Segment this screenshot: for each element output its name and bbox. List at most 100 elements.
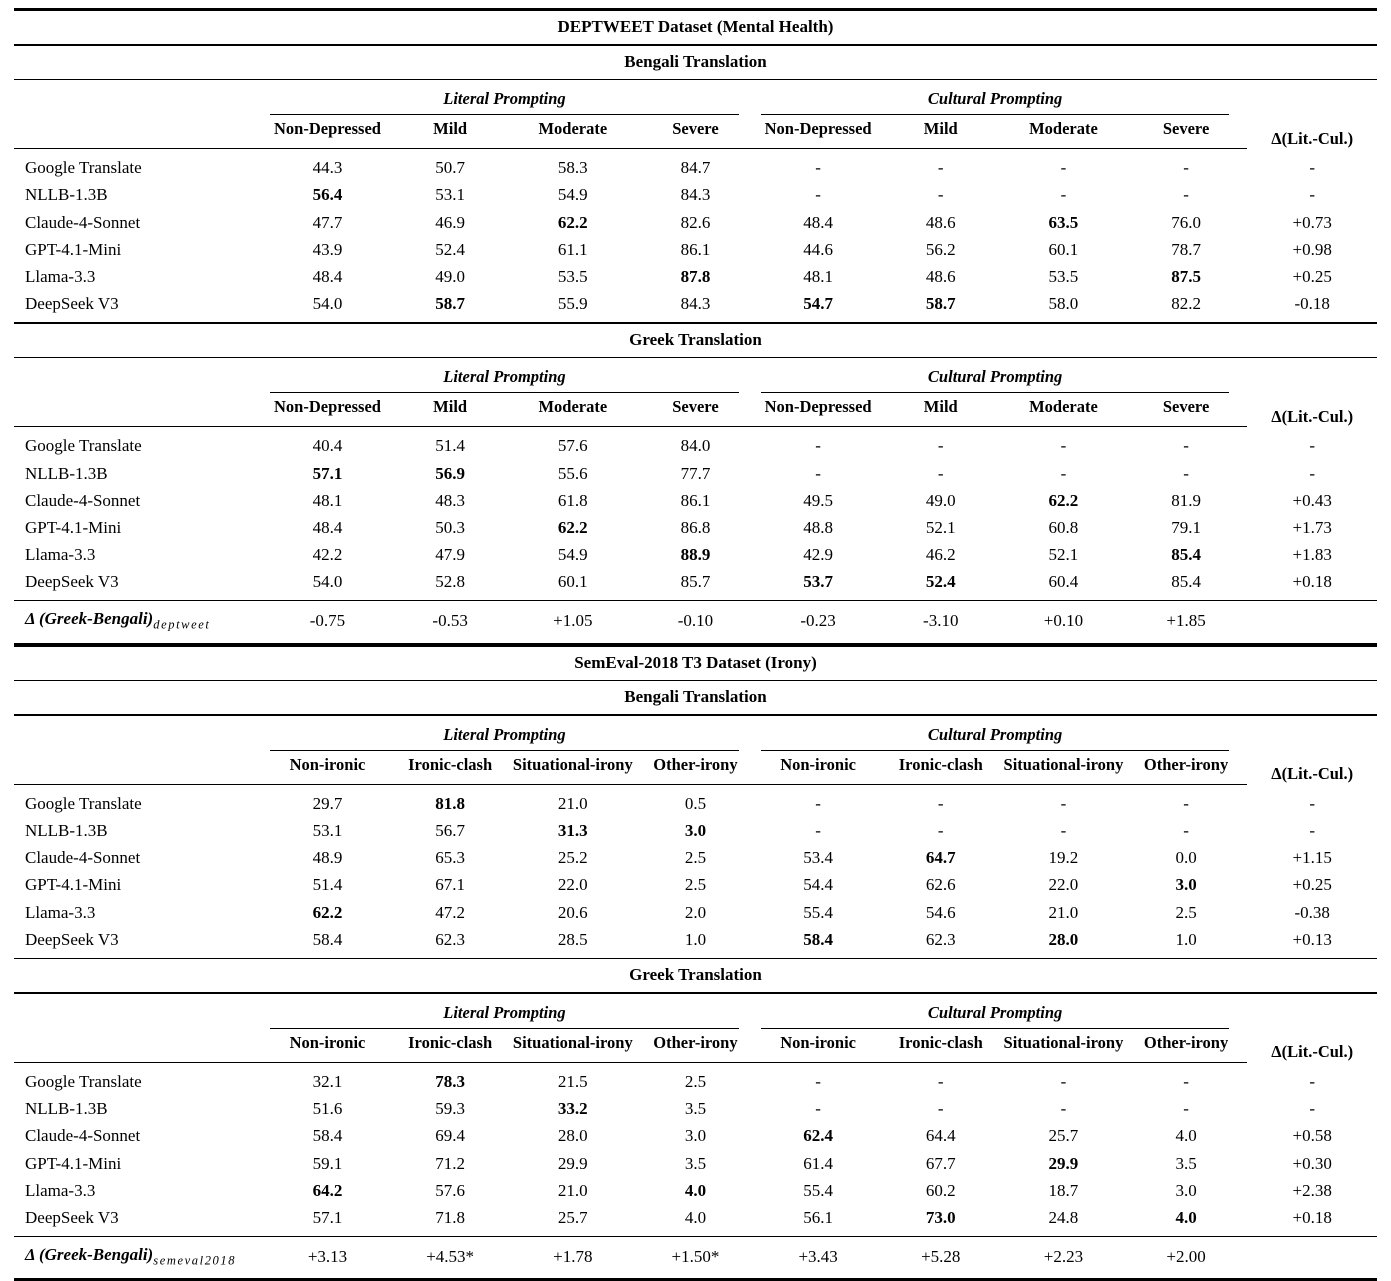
- model-name-cell: Llama-3.3: [25, 545, 96, 565]
- value-cell: 29.7: [312, 793, 343, 813]
- model-name-cell: Llama-3.3: [25, 266, 96, 286]
- divider-rule: [14, 44, 1377, 46]
- value-cell: -: [1183, 1071, 1189, 1091]
- value-cell: 25.7: [1048, 1126, 1079, 1146]
- column-header: Other-irony: [634, 1028, 757, 1063]
- table-row: Claude-4-Sonnet 58.4 69.4 28.0 3.0 62.4 64.4 25…: [14, 1123, 1377, 1150]
- value-cell: 84.3: [680, 185, 711, 205]
- value-cell: 57.6: [557, 436, 588, 456]
- value-cell: 3.0: [684, 821, 707, 841]
- value-cell: 52.4: [435, 239, 466, 259]
- value-cell: 53.4: [803, 848, 833, 868]
- column-header-row: Non-ironic Ironic-clash Situational-irony O…: [14, 1028, 1377, 1063]
- value-cell: 85.4: [1171, 545, 1201, 565]
- column-header: Other-irony: [1124, 1028, 1248, 1063]
- delta-value-cell: +2.00: [1124, 1235, 1248, 1279]
- column-header: Severe: [1124, 115, 1248, 150]
- value-cell: 44.6: [803, 239, 833, 259]
- model-column-header: [14, 115, 267, 150]
- cultural-prompting-header: Cultural Prompting: [757, 358, 1248, 394]
- delta-value-cell: -0.10: [634, 600, 757, 643]
- value-cell: 71.8: [435, 1207, 466, 1227]
- column-header: Moderate: [511, 115, 635, 150]
- value-cell: 49.0: [925, 490, 956, 510]
- literal-prompting-header: Literal Prompting: [266, 358, 757, 394]
- value-cell: 4.0: [1175, 1126, 1197, 1146]
- delta-lit-cul-header: Δ(Lit.-Cul.): [1271, 406, 1354, 426]
- value-cell: +2.38: [1292, 1180, 1332, 1200]
- value-cell: 1.0: [684, 929, 707, 949]
- literal-prompting-header: Literal Prompting: [266, 994, 757, 1029]
- value-cell: 62.3: [435, 929, 466, 949]
- value-cell: 59.1: [312, 1153, 343, 1173]
- model-name-cell: NLLB-1.3B: [25, 1099, 108, 1119]
- value-cell: -: [1183, 436, 1189, 456]
- value-cell: 31.3: [557, 821, 588, 841]
- group-label: Cultural Prompting: [927, 724, 1063, 744]
- value-cell: 57.1: [312, 1207, 343, 1227]
- cultural-prompting-header: Cultural Prompting: [757, 716, 1248, 751]
- value-cell: -: [1060, 185, 1067, 205]
- value-cell: +1.15: [1292, 848, 1332, 868]
- value-cell: 21.5: [557, 1071, 588, 1091]
- value-cell: +0.18: [1292, 572, 1332, 592]
- cultural-prompting-header: Cultural Prompting: [757, 80, 1248, 116]
- column-header: Severe: [1124, 393, 1248, 428]
- value-cell: 84.7: [680, 158, 711, 178]
- value-cell: -: [1309, 1099, 1316, 1119]
- delta-value-cell: +1.50*: [634, 1235, 757, 1279]
- value-cell: 2.5: [684, 1071, 707, 1091]
- value-cell: 62.6: [925, 875, 956, 895]
- value-cell: 58.0: [1048, 294, 1079, 314]
- table-row: DeepSeek V3 54.0 52.8 60.1 85.7 53.7 52.4 60.4 8…: [14, 569, 1377, 601]
- value-cell: +1.73: [1292, 517, 1332, 537]
- value-cell: 85.4: [1171, 572, 1201, 592]
- delta-label-text: Δ (Greek-Bengali): [25, 1244, 154, 1264]
- value-cell: 33.2: [557, 1099, 588, 1119]
- delta-row-label: Δ (Greek-Bengali)semeval2018: [14, 1235, 267, 1279]
- value-cell: 78.7: [1171, 239, 1201, 259]
- table-row: GPT-4.1-Mini 48.4 50.3 62.2 86.8 48.8 52.1 60.8…: [14, 514, 1377, 541]
- group-label: Cultural Prompting: [927, 1002, 1063, 1022]
- model-name-cell: DeepSeek V3: [25, 294, 119, 314]
- table-semeval-bengali: Literal Prompting Cultural Prompting Δ(Lit…: [14, 716, 1377, 958]
- value-cell: 44.3: [312, 158, 343, 178]
- table-row: NLLB-1.3B 51.6 59.3 33.2 3.5 - - - - -: [14, 1096, 1377, 1123]
- divider-rule: [14, 957, 1377, 960]
- model-name-cell: Google Translate: [25, 436, 142, 456]
- value-cell: 32.1: [312, 1071, 343, 1091]
- value-cell: 25.7: [557, 1207, 588, 1227]
- delta-value-cell: +1.78: [511, 1235, 635, 1279]
- value-cell: 54.9: [557, 185, 588, 205]
- value-cell: 53.5: [557, 266, 588, 286]
- table-semeval-greek: Literal Prompting Cultural Prompting Δ(Lit…: [14, 994, 1377, 1279]
- value-cell: 3.5: [684, 1099, 707, 1119]
- value-cell: -: [1183, 1099, 1189, 1119]
- value-cell: 56.4: [312, 185, 343, 205]
- value-cell: 76.0: [1171, 212, 1201, 232]
- value-cell: -0.38: [1294, 902, 1330, 922]
- table-row: Google Translate 29.7 81.8 21.0 0.5 - - - - -: [14, 784, 1377, 817]
- section-title-deptweet-greek: Greek Translation: [629, 329, 762, 349]
- value-cell: 46.2: [925, 545, 956, 565]
- value-cell: 3.0: [1175, 875, 1197, 895]
- value-cell: -: [1309, 793, 1316, 813]
- value-cell: +0.18: [1292, 1207, 1332, 1227]
- header-group-row: Literal Prompting Cultural Prompting Δ(Lit…: [14, 994, 1377, 1061]
- column-header: Situational-irony: [511, 1028, 635, 1063]
- delta-row: Δ (Greek-Bengali)deptweet -0.75 -0.53 +1.05…: [14, 600, 1377, 643]
- group-underline: Literal Prompting: [270, 367, 739, 394]
- value-cell: 24.8: [1048, 1207, 1079, 1227]
- model-column-header: [14, 1028, 267, 1063]
- table-row: NLLB-1.3B 56.4 53.1 54.9 84.3 - - - - -: [14, 182, 1377, 209]
- value-cell: 64.2: [312, 1180, 343, 1200]
- model-column-header: [14, 716, 266, 751]
- group-underline: Cultural Prompting: [760, 89, 1230, 116]
- value-cell: 62.4: [803, 1126, 833, 1146]
- table-row: Claude-4-Sonnet 48.1 48.3 61.8 86.1 49.5 49.0 6…: [14, 487, 1377, 514]
- value-cell: 22.0: [1048, 875, 1079, 895]
- value-cell: 52.8: [435, 572, 466, 592]
- value-cell: 86.1: [680, 490, 711, 510]
- column-header: Mild: [879, 393, 1003, 428]
- value-cell: 51.4: [312, 875, 343, 895]
